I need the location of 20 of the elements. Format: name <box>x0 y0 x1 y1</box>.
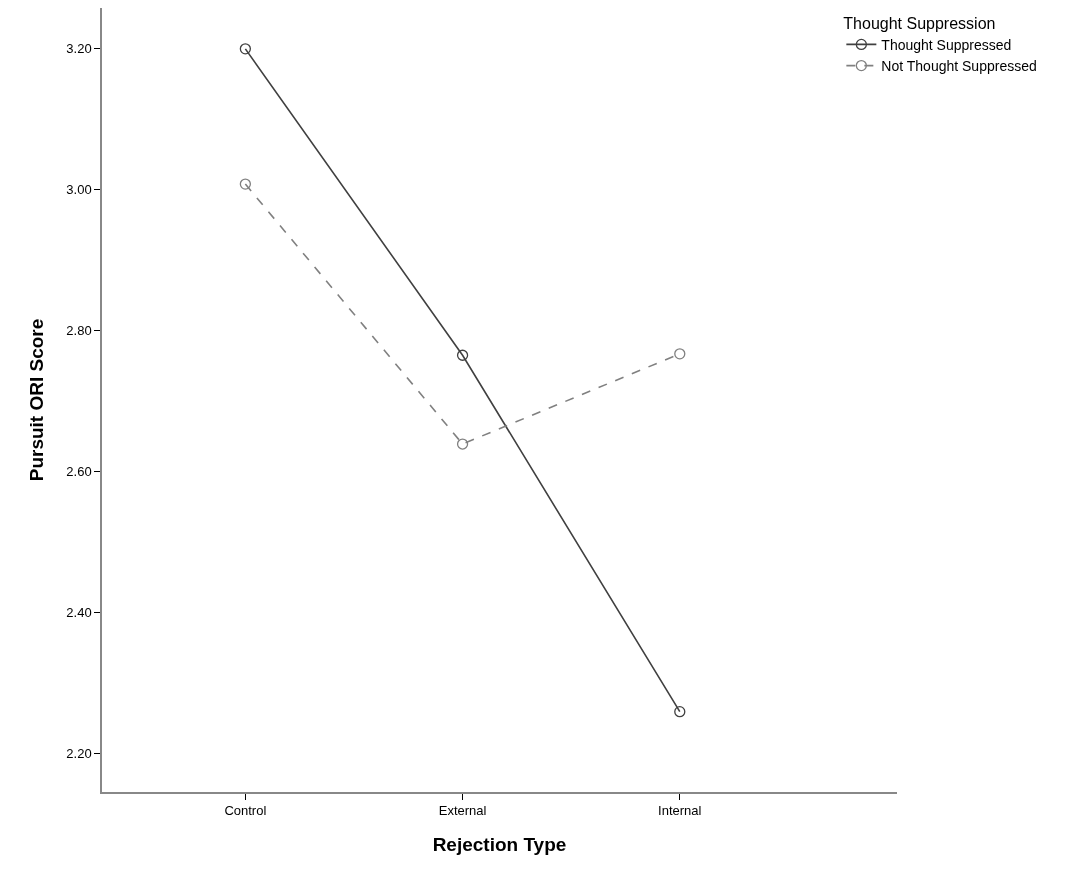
y-tick-label: 3.00 <box>66 182 92 198</box>
y-tick-label: 2.20 <box>66 745 92 761</box>
point <box>674 706 686 718</box>
legend-title: Thought Suppression <box>843 14 996 32</box>
point <box>456 438 469 450</box>
y-tick-label: 2.40 <box>66 604 92 620</box>
legend-label: Thought Suppressed <box>881 36 1012 53</box>
y-tick-label: 2.60 <box>66 464 92 480</box>
x-tick-label: Internal <box>658 803 702 819</box>
y-tick-label: 3.20 <box>66 41 92 57</box>
y-axis-title: Pursuit ORI Score <box>25 318 47 482</box>
x-tick-label: Control <box>224 803 267 819</box>
x-axis-title: Rejection Type <box>432 833 567 855</box>
point <box>456 349 469 361</box>
x-tick-label: External <box>438 803 487 819</box>
y-tick-label: 2.80 <box>66 323 92 339</box>
point <box>239 178 252 190</box>
point <box>674 348 686 360</box>
point <box>239 43 252 55</box>
legend-label: Not Thought Suppressed <box>881 58 1037 75</box>
